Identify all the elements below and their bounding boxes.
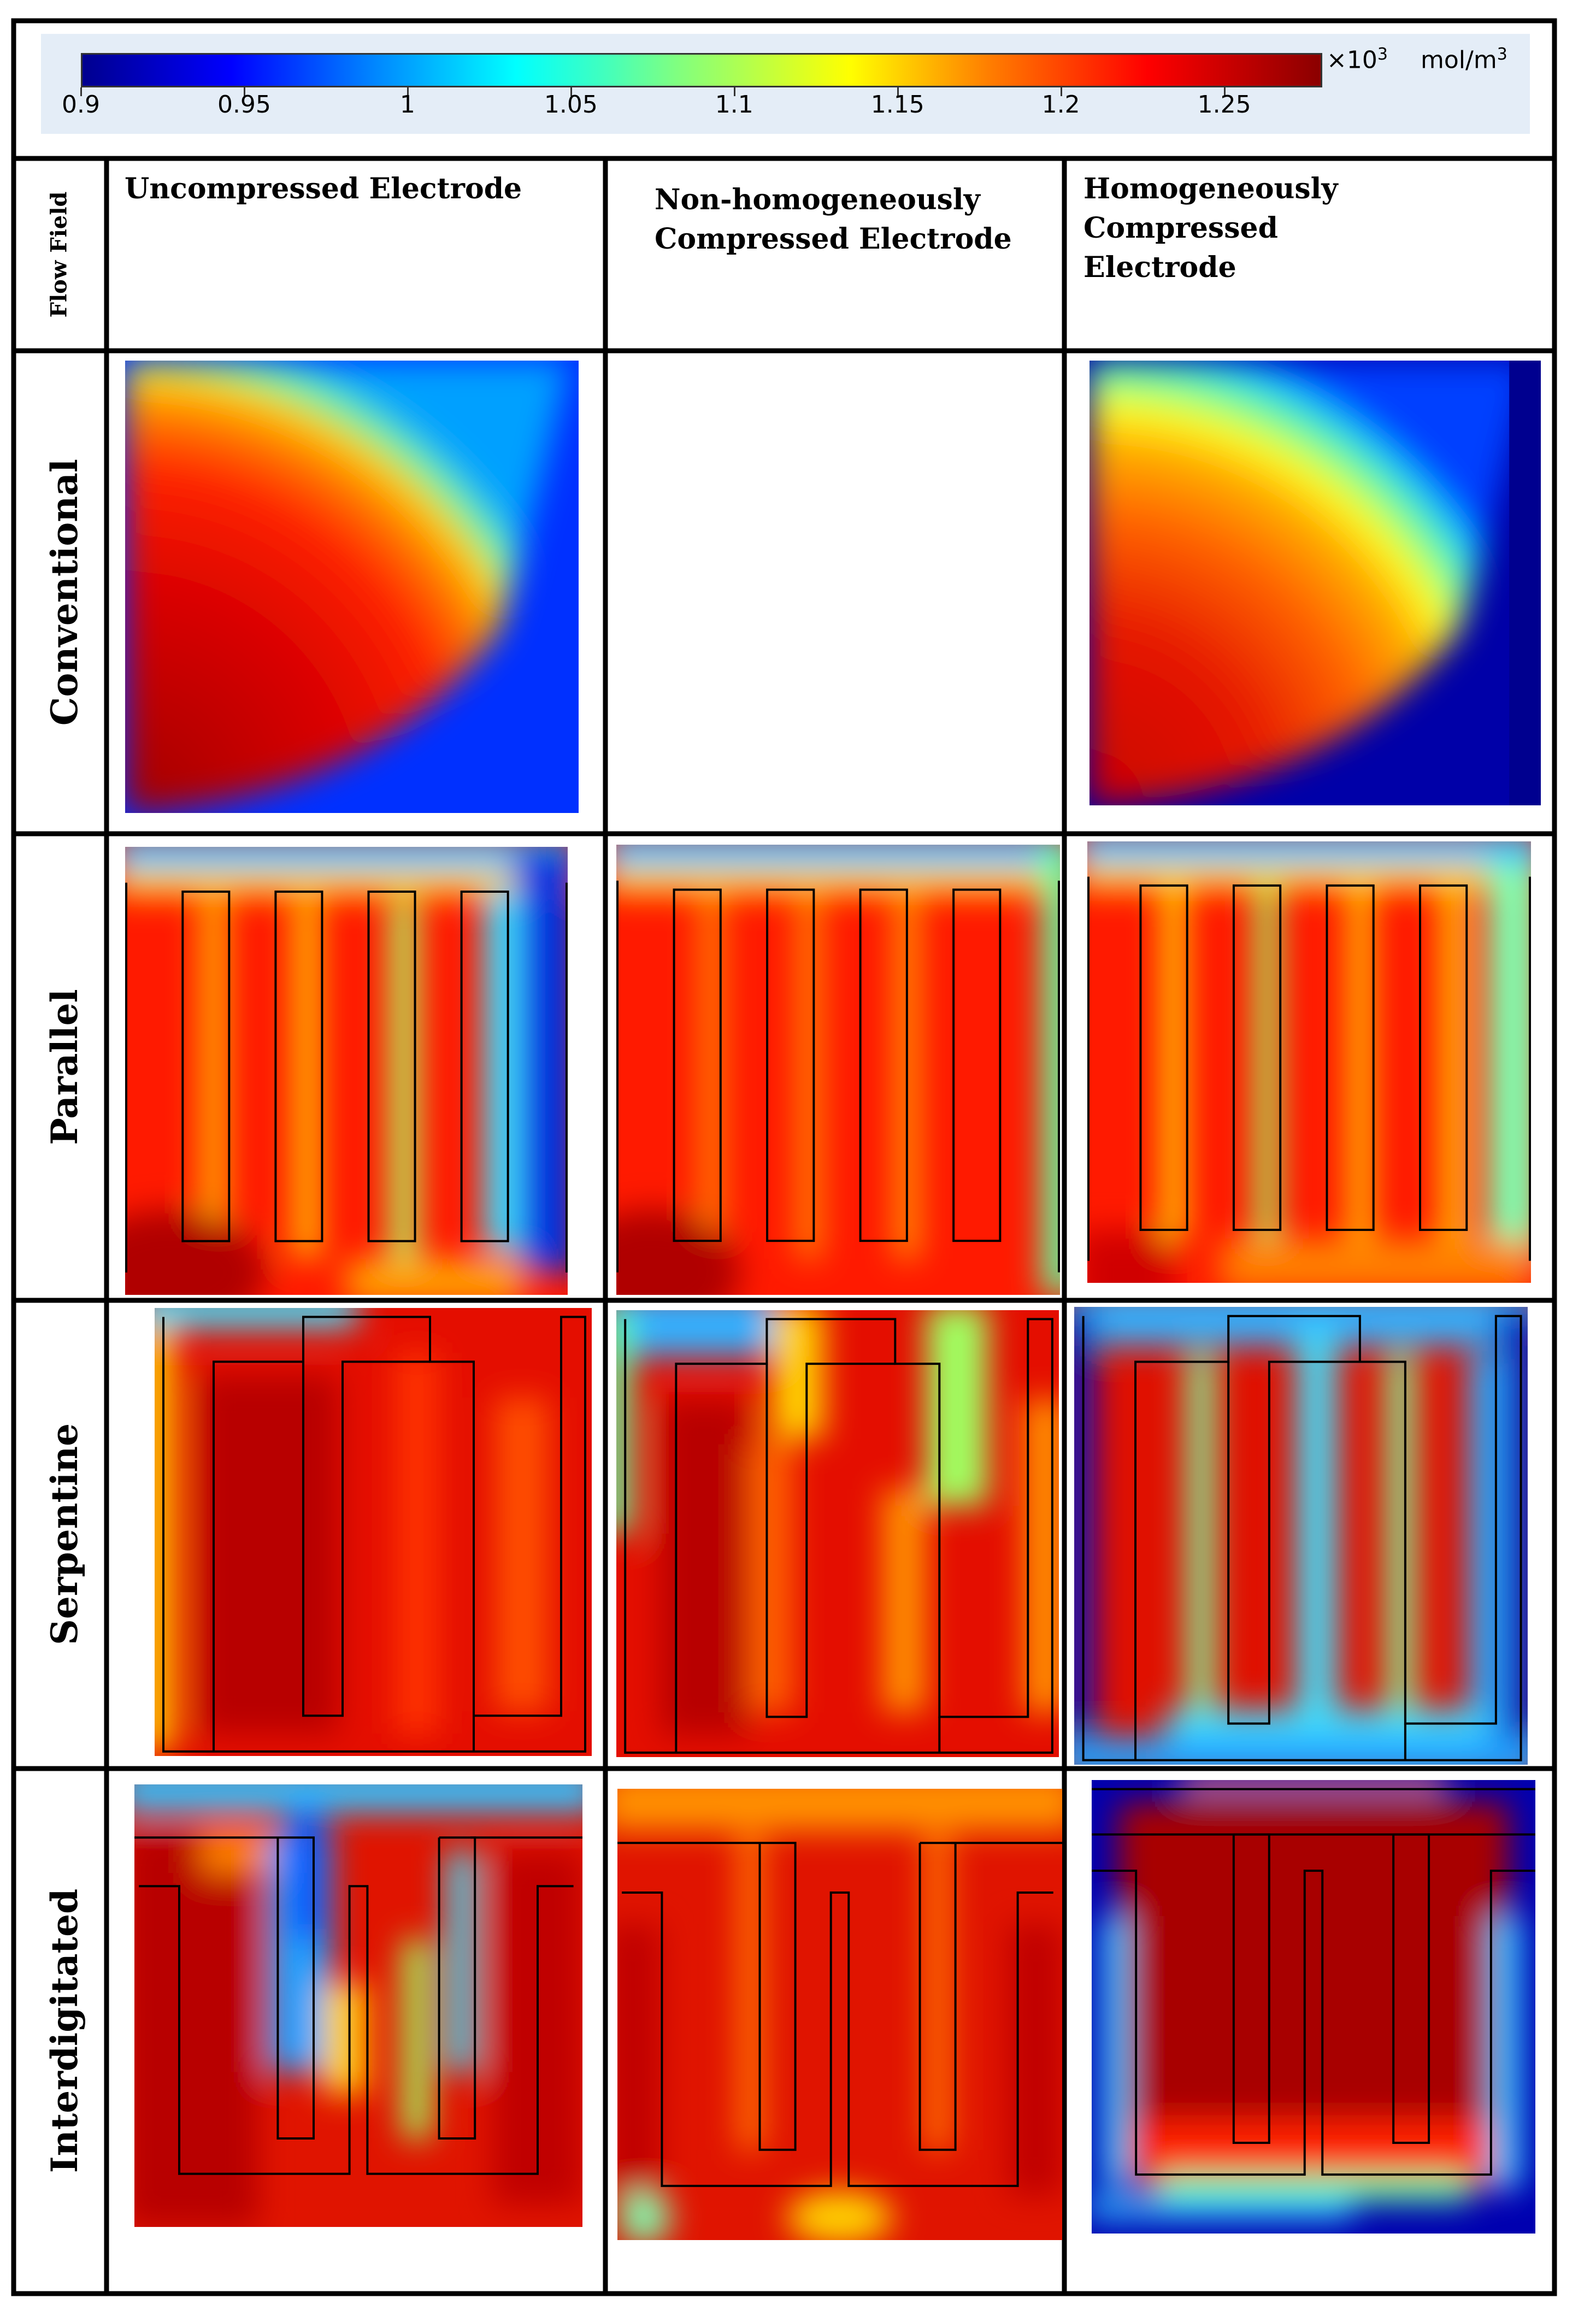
colorbar-tick-label: 1 bbox=[399, 91, 415, 119]
colorbar-tick-label: 1.15 bbox=[870, 91, 924, 119]
heatmap-parallel-uncompressed bbox=[125, 847, 568, 1295]
row-label-conventional: Conventional bbox=[43, 458, 86, 726]
colorbar-tick bbox=[80, 87, 82, 96]
heatmap-interdigitated-uncompressed bbox=[134, 1784, 582, 2227]
colorbar-tick bbox=[407, 87, 409, 96]
colorbar-gradient bbox=[81, 53, 1322, 87]
heatmap-serpentine-homogeneous bbox=[1074, 1307, 1528, 1765]
heatmap-interdigitated-non-homogeneous bbox=[617, 1789, 1062, 2240]
row-label-serpentine: Serpentine bbox=[43, 1423, 86, 1646]
row-label-interdigitated: Interdigitated bbox=[43, 1888, 86, 2173]
colorbar-tick bbox=[243, 87, 245, 96]
colorbar-tick bbox=[570, 87, 572, 96]
row-axis-label: Flow Field bbox=[46, 191, 72, 318]
colorbar-tick-label: 0.95 bbox=[217, 91, 271, 119]
colorbar-tick-label: 1.05 bbox=[544, 91, 598, 119]
colorbar-tick bbox=[897, 87, 899, 96]
colorbar-tick bbox=[733, 87, 735, 96]
heatmap-interdigitated-homogeneous bbox=[1092, 1780, 1535, 2234]
colorbar-multiplier: ×103 bbox=[1327, 45, 1388, 74]
colorbar-tick-label: 1.1 bbox=[715, 91, 753, 119]
heatmap-conventional-uncompressed bbox=[125, 361, 579, 813]
row-label-parallel: Parallel bbox=[43, 989, 86, 1145]
heatmap-serpentine-uncompressed bbox=[155, 1308, 592, 1756]
colorbar-tick-label: 0.9 bbox=[62, 91, 100, 119]
colorbar-tick-label: 1.2 bbox=[1041, 91, 1080, 119]
colorbar-tick bbox=[1223, 87, 1226, 96]
heatmap-parallel-homogeneous bbox=[1087, 841, 1531, 1283]
column-header-homogeneous: Homogeneously Compressed Electrode bbox=[1083, 172, 1338, 284]
colorbar-tick bbox=[1060, 87, 1062, 96]
heatmap-serpentine-non-homogeneous bbox=[616, 1310, 1059, 1757]
column-header-uncompressed: Uncompressed Electrode bbox=[125, 172, 522, 205]
heatmap-conventional-homogeneous bbox=[1089, 361, 1541, 805]
heatmap-parallel-non-homogeneous bbox=[616, 845, 1060, 1295]
colorbar-tick-label: 1.25 bbox=[1197, 91, 1251, 119]
column-header-non-homogeneous: Non-homogeneously Compressed Electrode bbox=[655, 183, 1012, 256]
colorbar-unit: mol/m3 bbox=[1421, 45, 1507, 74]
